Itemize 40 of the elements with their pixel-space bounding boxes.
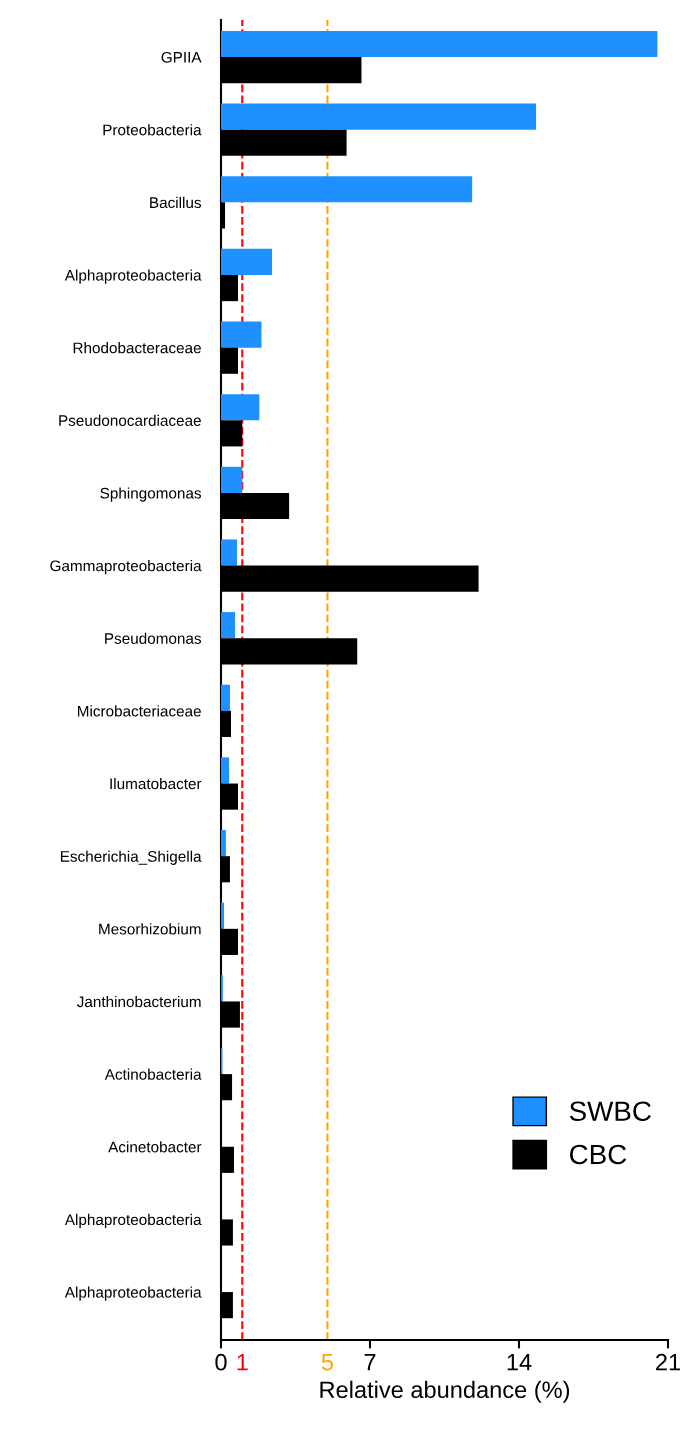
bar (221, 30, 658, 58)
y-tick-label: Pseudonocardiaceae (59, 414, 201, 426)
ref-line-label: 1 (237, 1354, 248, 1371)
y-tick-label: Actinobacteria (104, 1068, 202, 1080)
bar (221, 539, 237, 566)
x-tick-label: 14 (507, 1354, 532, 1371)
y-tick-label: Pseudomonas (105, 632, 202, 644)
y-tick-label: Gammaproteobacteria (50, 560, 202, 575)
legend-label: SWBC (569, 1101, 651, 1122)
x-axis-title: Relative abundance (%) (320, 1380, 570, 1403)
y-tick-label: Bacillus (150, 196, 201, 209)
y-tick-label: Janthinobacterium (76, 995, 201, 1008)
y-tick-label: Rhodobacteraceae (73, 342, 201, 354)
y-tick-label: Proteobacteria (103, 124, 202, 136)
y-tick-label: Microbacteriaceae (77, 705, 201, 717)
y-tick-label: Alphaproteobacteria (64, 1286, 202, 1301)
bar (221, 176, 473, 203)
bar (221, 902, 224, 929)
ref-line-label: 5 (321, 1354, 333, 1371)
bar (221, 321, 262, 348)
y-tick-label: Acinetobacter (108, 1141, 202, 1153)
x-tick-label: 7 (364, 1354, 376, 1371)
bar (221, 466, 243, 493)
bar (221, 830, 226, 857)
y-tick-label: Ilumatobacter (110, 777, 202, 790)
y-tick-label: Mesorhizobium (99, 923, 201, 935)
bar (221, 248, 273, 275)
y-tick-label: Alphaproteobacteria (64, 269, 202, 284)
y-tick-label: Sphingomonas (100, 487, 202, 502)
legend-label: CBC (570, 1144, 627, 1165)
x-tick-label: 21 (656, 1353, 680, 1371)
bar (221, 684, 230, 711)
y-tick-label: Alphaproteobacteria (64, 1213, 202, 1229)
bar (221, 394, 260, 421)
bar (221, 612, 236, 639)
x-tick-label: 0 (215, 1353, 227, 1371)
bar (221, 103, 537, 130)
y-tick-label: Escherichia_Shigella (60, 850, 202, 865)
bar (221, 757, 230, 784)
y-tick-label: GPIIA (161, 51, 202, 63)
